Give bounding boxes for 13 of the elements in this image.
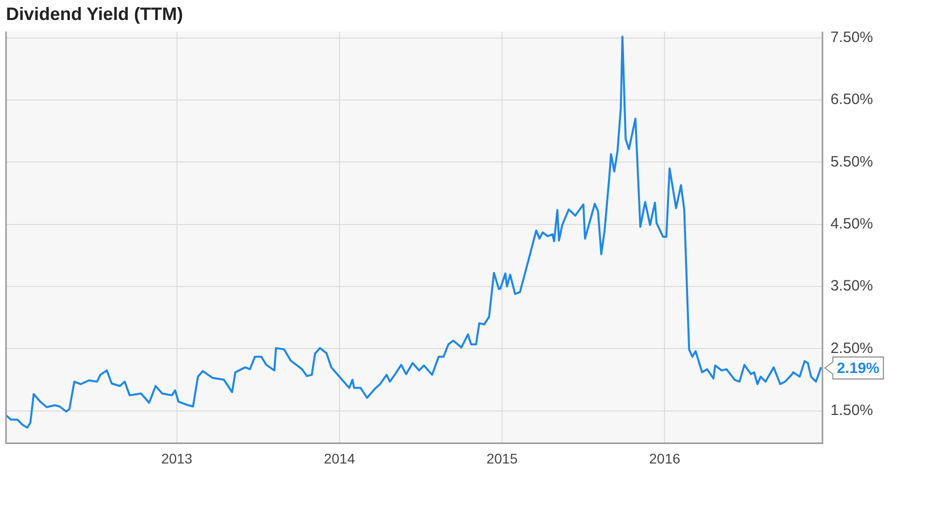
annotation: 2.19% xyxy=(836,360,880,378)
y-tick-label: 2.50% xyxy=(830,340,874,357)
y-tick-label: 1.50% xyxy=(830,402,874,420)
y-tick-label: 7.50% xyxy=(830,28,874,46)
x-tick-label: 2014 xyxy=(324,450,356,466)
chart-title: Dividend Yield (TTM) xyxy=(6,4,184,24)
y-tick-label: 4.50% xyxy=(830,215,874,232)
x-tick-label: 2015 xyxy=(486,450,518,466)
y-tick-label: 3.50% xyxy=(830,278,874,295)
y-tick-label: 6.50% xyxy=(830,91,874,108)
y-tick-label: 5.50% xyxy=(830,153,874,170)
x-tick-label: 2016 xyxy=(649,450,680,466)
x-tick-label: 2013 xyxy=(161,450,193,466)
